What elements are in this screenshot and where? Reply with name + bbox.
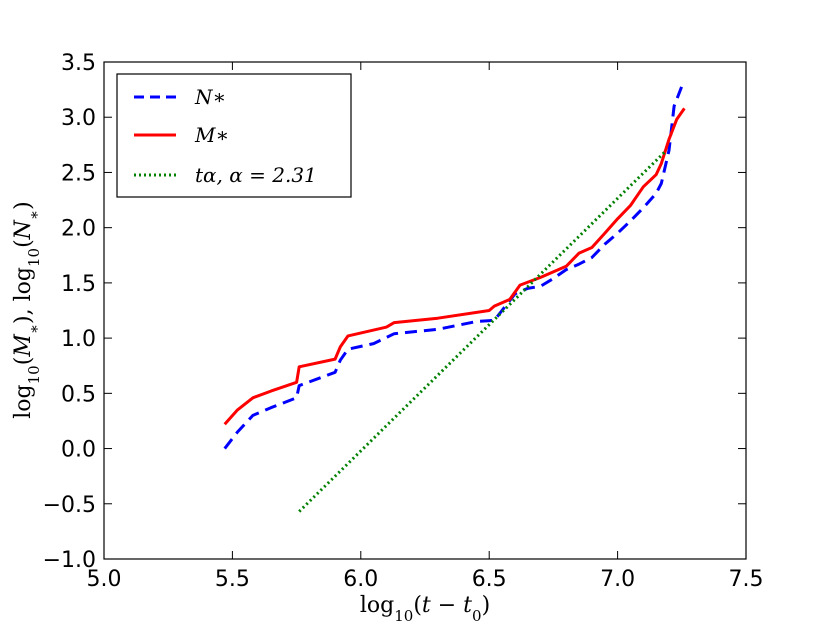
y-tick-label: 1.5: [61, 272, 96, 297]
y-tick-label: 0.0: [61, 438, 96, 463]
y-axis-label: log10(M∗), log10(N∗): [11, 201, 43, 418]
legend: N∗ M∗ tα, α = 2.31: [116, 73, 352, 198]
x-tick-label: 5.5: [215, 567, 250, 592]
y-tick-label: 2.5: [61, 161, 96, 186]
x-tick-label: 6.0: [343, 567, 378, 592]
series-m-star-line: [223, 107, 686, 426]
ticks-layer: 5.0 5.5 6.0 6.5 7.0 7.5 −1.0 −0.5 0.0 0.5 1.0 1.5 2.…: [43, 51, 764, 592]
legend-label-m-star: M∗: [194, 123, 229, 147]
y-tick-label: −1.0: [43, 548, 96, 573]
series-layer: [223, 85, 686, 513]
y-tick-label: 1.0: [61, 327, 96, 352]
x-tick-label: 7.5: [729, 567, 764, 592]
y-tick-label: 3.0: [61, 106, 96, 131]
y-tick-label: 3.5: [61, 51, 96, 76]
x-axis-label: log10(t − t0): [360, 593, 490, 623]
plot-frame: [103, 61, 747, 560]
x-tick-label: 7.0: [600, 567, 635, 592]
legend-label-fit: tα, α = 2.31: [195, 163, 317, 187]
legend-label-n-star: N∗: [194, 85, 226, 109]
y-tick-label: −0.5: [43, 493, 96, 518]
y-tick-label: 2.0: [61, 217, 96, 242]
series-fit-line: [298, 149, 668, 513]
y-tick-label: 0.5: [61, 382, 96, 407]
x-tick-label: 6.5: [472, 567, 507, 592]
x-tick-label: 5.0: [87, 567, 122, 592]
